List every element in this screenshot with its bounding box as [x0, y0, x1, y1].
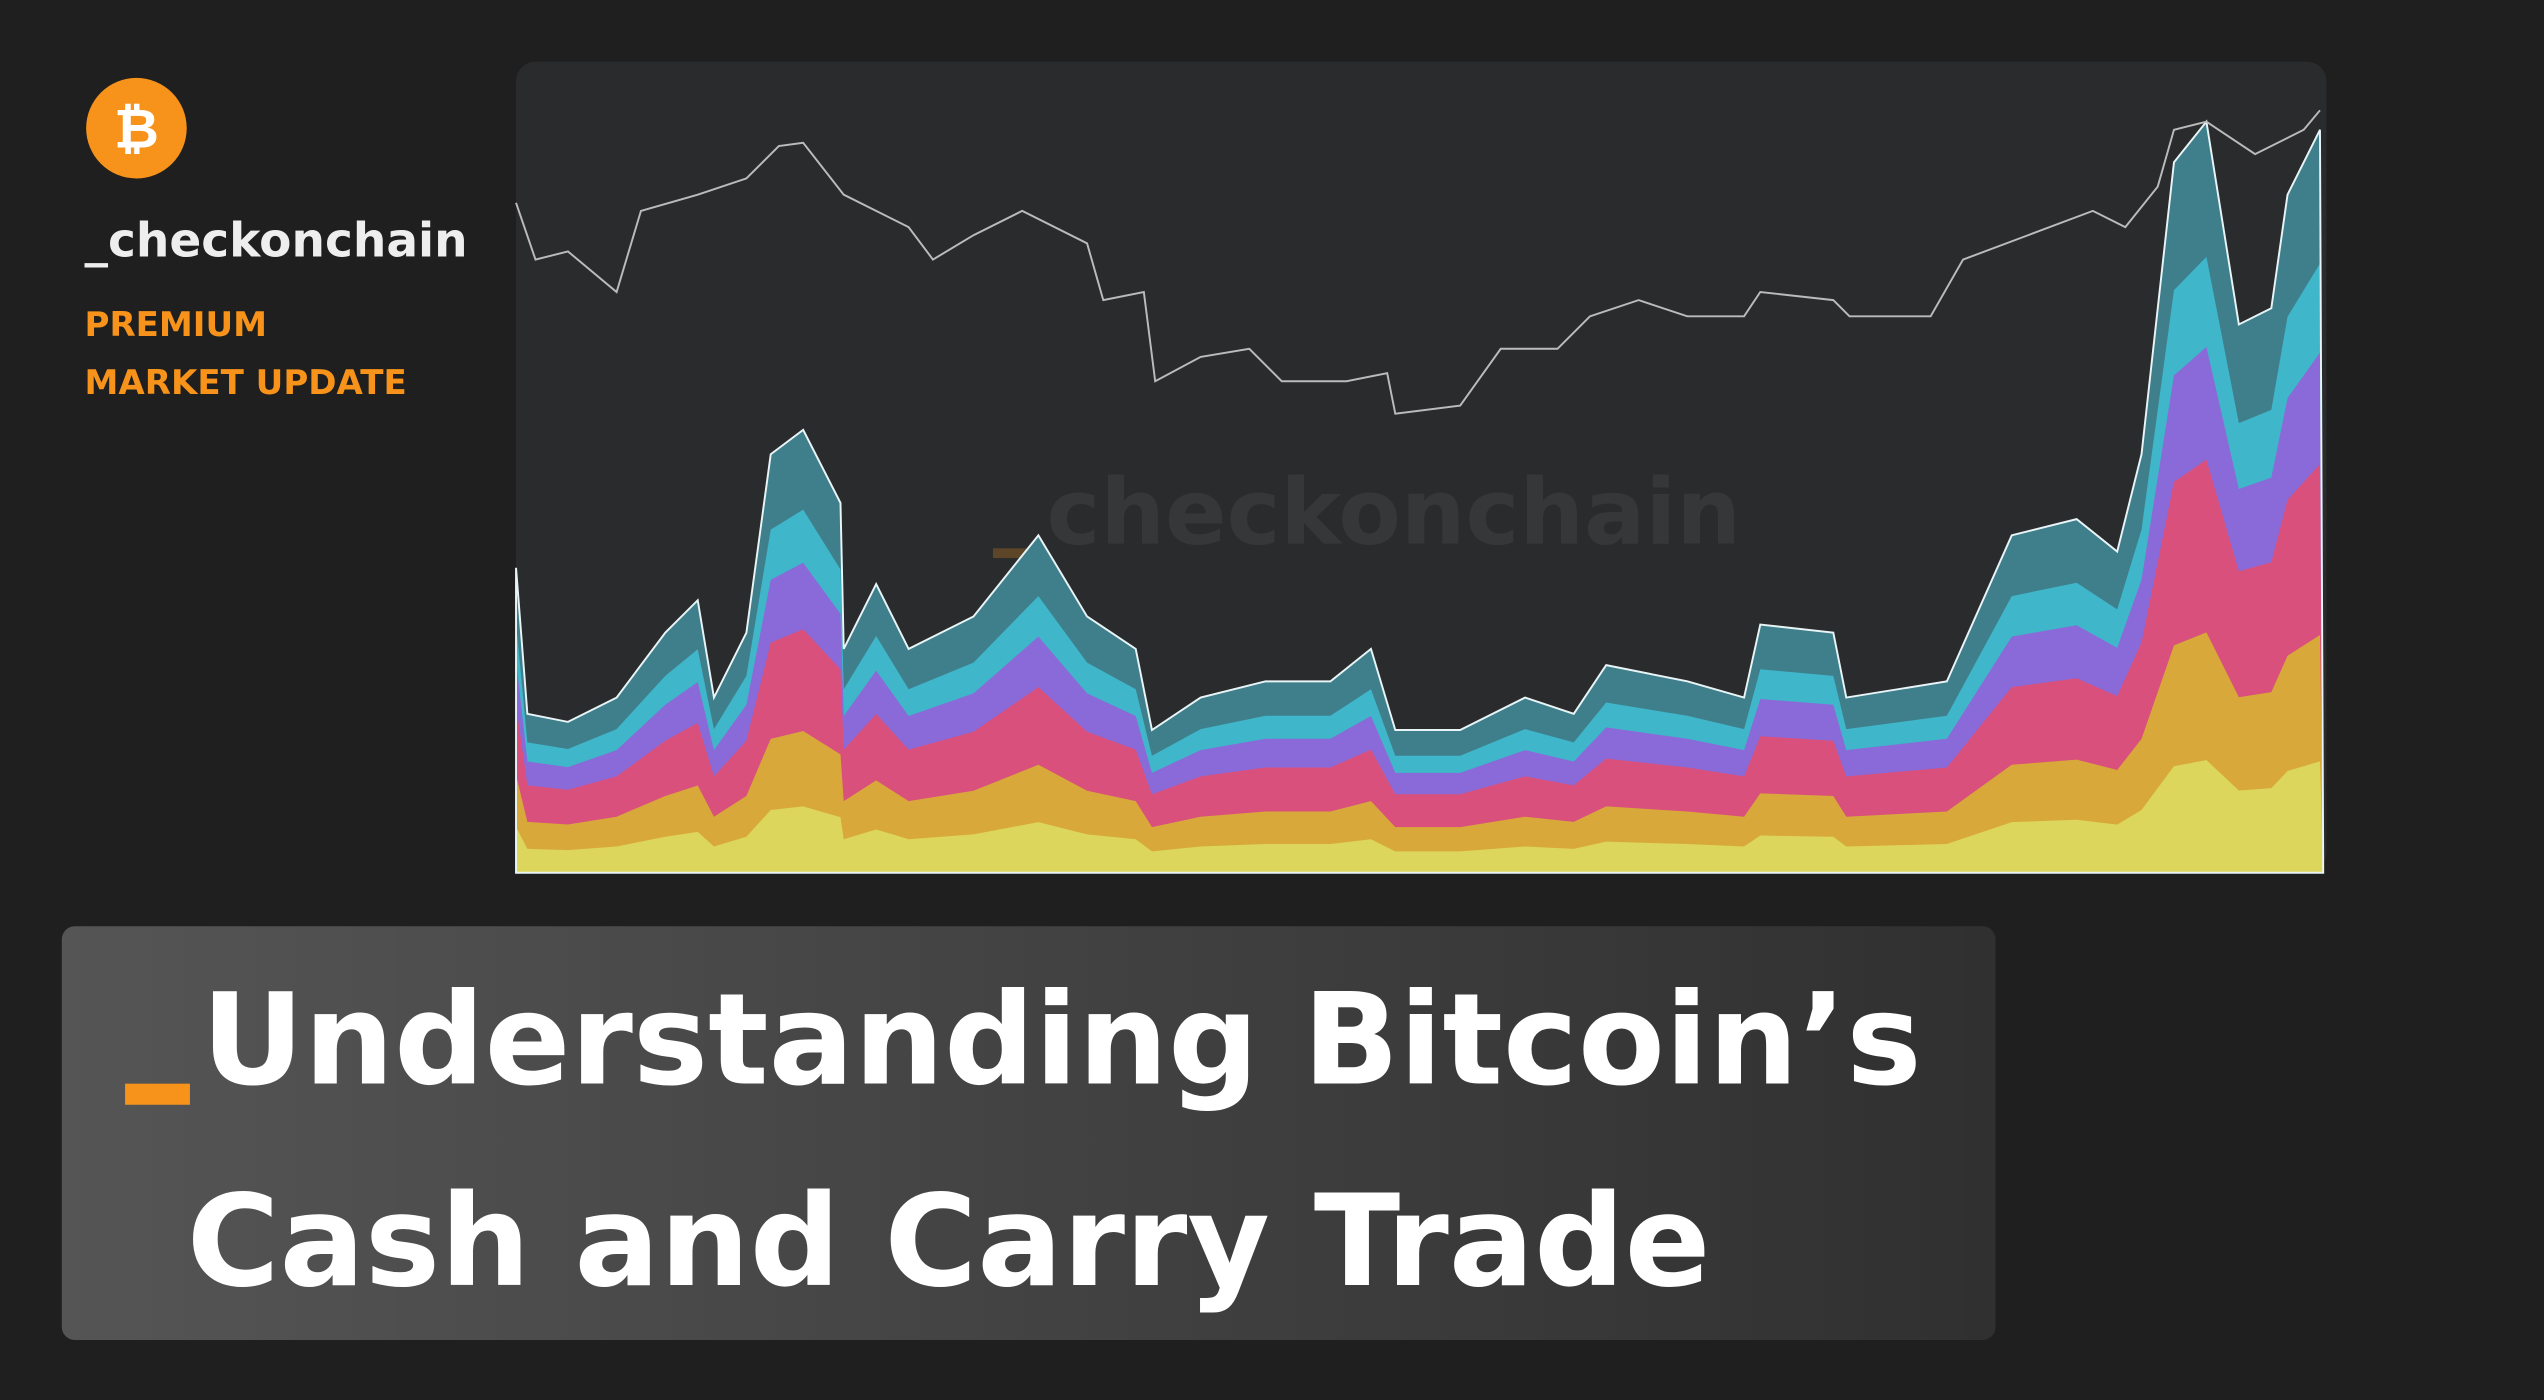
chart-decoration: checkonchain: [515, 61, 2327, 874]
price-line: [515, 109, 2321, 415]
title-box: [61, 926, 1996, 1340]
tag-line: MARKET UPDATE: [85, 363, 407, 403]
brand-name: _checkonchain: [85, 213, 468, 268]
logo-symbol: ₿: [114, 98, 159, 162]
tag-line: PREMIUM: [85, 305, 268, 345]
bitcoin-logo: [86, 77, 187, 179]
title-underscore: [125, 1083, 190, 1105]
title-line: Understanding Bitcoin’s: [201, 967, 1921, 1114]
watermark-underscore: [992, 548, 1029, 559]
watermark: checkonchain: [1047, 460, 1742, 565]
title-line: Cash and Carry Trade: [187, 1168, 1711, 1315]
